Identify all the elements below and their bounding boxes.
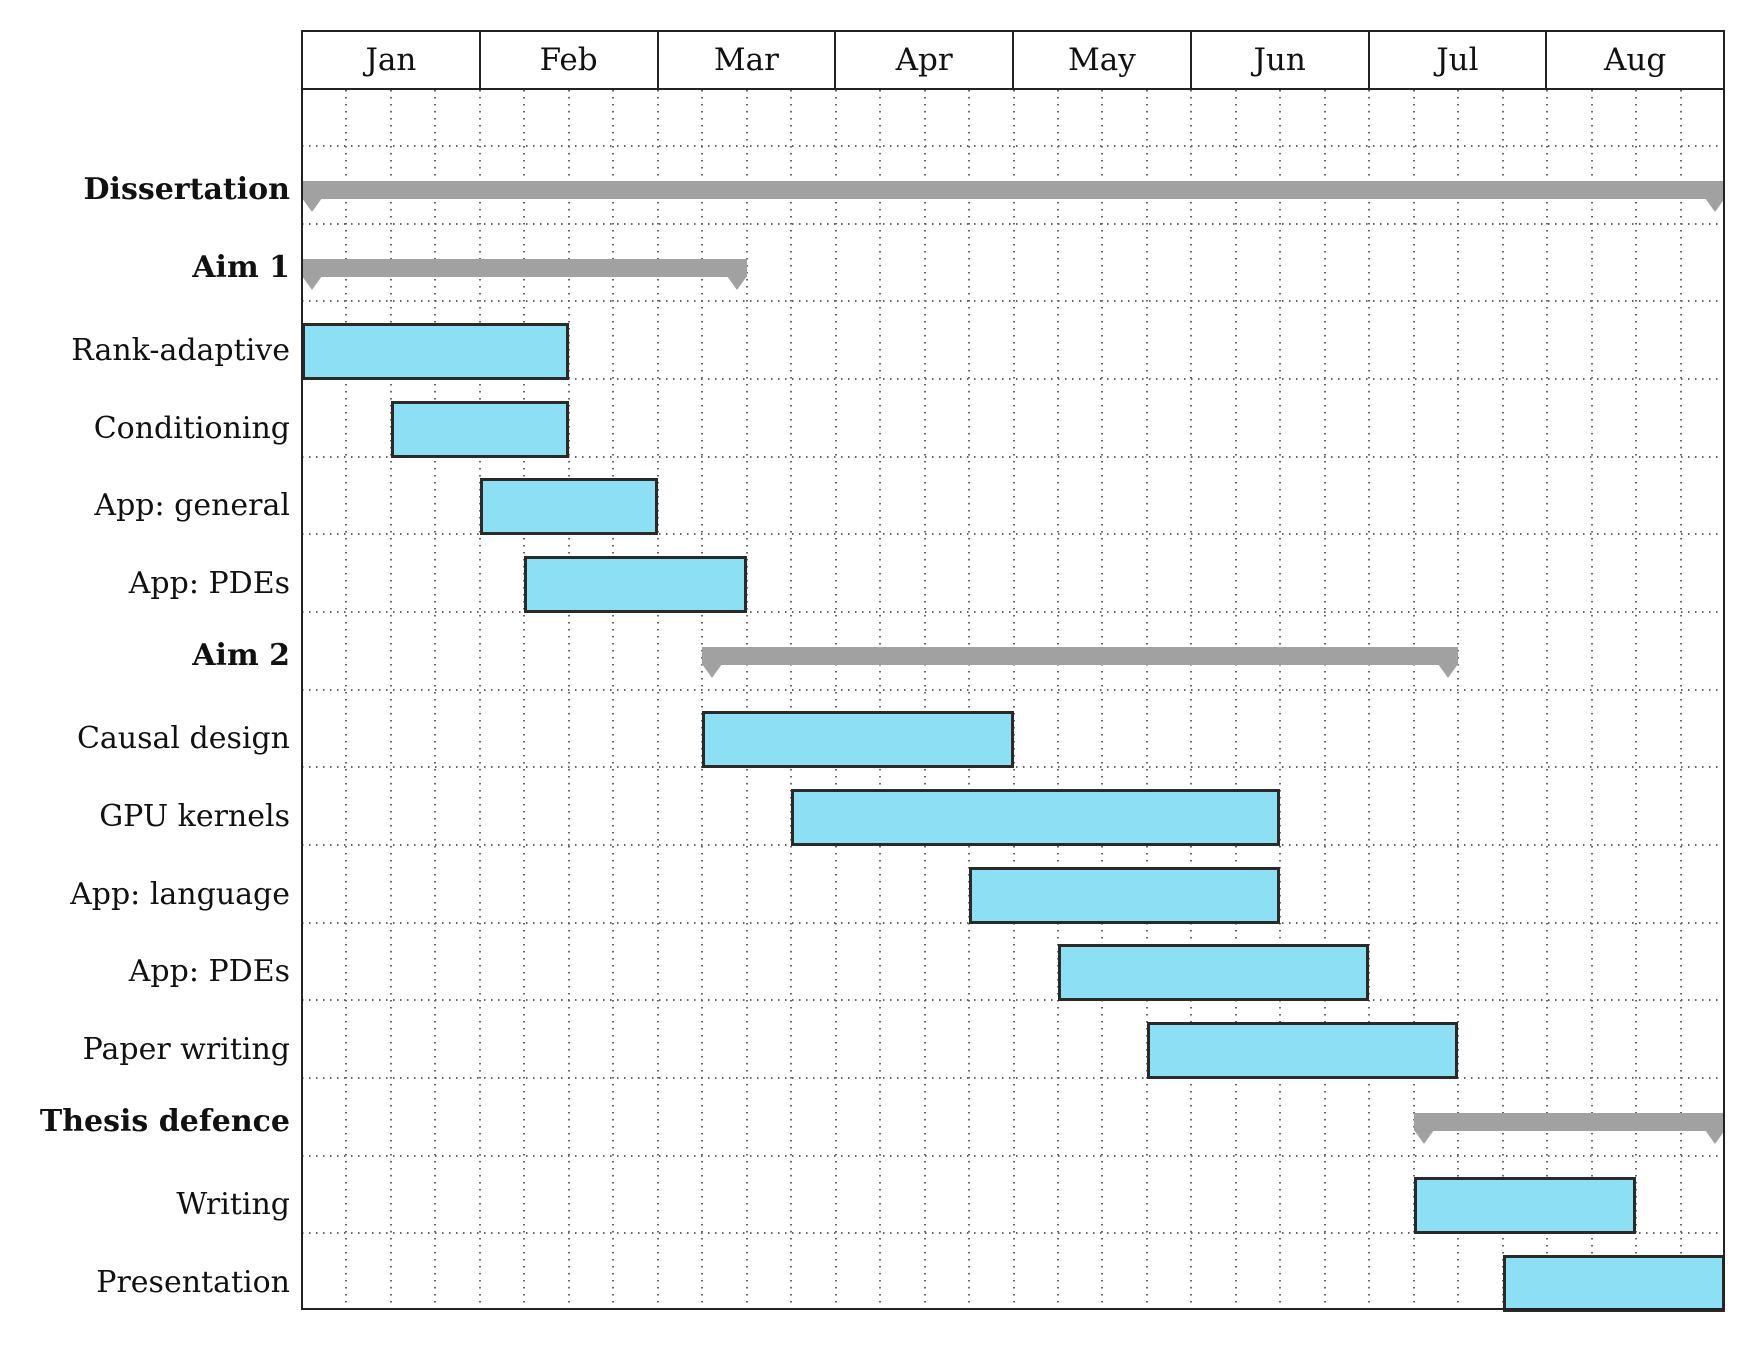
group-bar-start-tab [302, 275, 322, 290]
gantt-bar-paper-writing [1146, 1022, 1459, 1079]
gantt-bar-rank-adaptive [302, 323, 569, 380]
week-gridline [1234, 90, 1237, 1310]
gantt-bar-writing [1413, 1177, 1637, 1235]
row-gridline [302, 533, 1725, 536]
gantt-bar-causal-design [702, 711, 1014, 769]
week-gridline [345, 90, 348, 1310]
gantt-group-bar-aim-2 [702, 647, 1459, 665]
group-bar-end-tab [726, 275, 747, 290]
gantt-bar-presentation [1502, 1255, 1725, 1312]
week-gridline [1279, 90, 1282, 1310]
row-label-gpu-kernels: GPU kernels [99, 799, 290, 834]
gantt-group-bar-thesis-defence [1413, 1113, 1725, 1131]
month-header-jan: Jan [303, 32, 481, 88]
row-gridline [302, 688, 1725, 691]
week-gridline [1412, 90, 1415, 1310]
week-gridline [879, 90, 882, 1310]
week-gridline [1590, 90, 1593, 1310]
row-gridline [302, 222, 1725, 225]
month-gridline [1190, 90, 1193, 1310]
group-bar-end-tab [1438, 664, 1459, 678]
week-gridline [1101, 90, 1104, 1310]
month-gridline [834, 90, 837, 1310]
row-label-conditioning: Conditioning [93, 410, 290, 446]
week-gridline [1679, 90, 1682, 1310]
week-gridline [745, 90, 748, 1310]
row-label-app-language: App: language [70, 876, 290, 912]
month-header-may: May [1014, 32, 1192, 88]
row-gridline [302, 455, 1725, 458]
row-label-presentation: Presentation [96, 1265, 290, 1300]
month-header-mar: Mar [659, 32, 837, 88]
row-gridline [302, 300, 1725, 303]
week-gridline [434, 90, 437, 1310]
month-gridline [1012, 90, 1015, 1310]
month-gridline [656, 90, 659, 1310]
month-gridline [1368, 90, 1371, 1310]
row-label-paper-writing: Paper writing [82, 1032, 290, 1067]
row-gridline [302, 1154, 1725, 1157]
row-label-causal-design: Causal design [76, 721, 290, 757]
group-bar-start-tab [302, 198, 322, 212]
month-header-feb: Feb [481, 32, 659, 88]
month-header-apr: Apr [836, 32, 1014, 88]
row-gridline [302, 1232, 1725, 1235]
gantt-bar-app-language [969, 866, 1281, 924]
row-label-app-pdes: App: PDEs [128, 566, 290, 601]
row-label-aim-2: Aim 2 [192, 638, 290, 673]
week-gridline [1457, 90, 1460, 1310]
month-header-jul: Jul [1370, 32, 1548, 88]
gantt-bar-app-general [479, 478, 658, 536]
month-header-aug: Aug [1604, 42, 1667, 78]
week-gridline [923, 90, 926, 1310]
week-gridline [1323, 90, 1326, 1310]
gantt-bar-conditioning [390, 400, 569, 458]
row-label-app-general: App: general [94, 488, 290, 524]
row-label-aim-1: Aim 1 [192, 249, 290, 285]
week-gridline [612, 90, 615, 1310]
group-bar-start-tab [1413, 1130, 1434, 1144]
row-label-thesis-defence: Thesis defence [39, 1104, 290, 1139]
row-gridline [302, 1077, 1725, 1079]
row-label-rank-adaptive: Rank-adaptive [71, 333, 290, 368]
month-gridline [478, 90, 481, 1310]
week-gridline [968, 90, 971, 1310]
week-gridline [1501, 90, 1504, 1310]
row-gridline [302, 999, 1725, 1002]
month-header-row: Jan Feb Mar Apr May Jun Jul Aug [301, 30, 1725, 90]
gantt-plot-area [302, 90, 1725, 1312]
row-gridline [302, 611, 1725, 613]
row-gridline [302, 145, 1725, 147]
row-gridline [302, 766, 1725, 769]
row-label-app-pdes: App: PDEs [128, 954, 290, 990]
row-label-writing: Writing [176, 1187, 290, 1223]
gantt-bar-gpu-kernels [791, 789, 1281, 846]
gantt-bar-app-pdes [524, 556, 747, 613]
gantt-group-bar-dissertation [302, 181, 1725, 199]
group-bar-end-tab [1705, 198, 1725, 212]
group-bar-end-tab [1705, 1130, 1725, 1144]
week-gridline [389, 90, 392, 1310]
month-header-jun: Jun [1192, 32, 1370, 88]
week-gridline [1056, 90, 1059, 1310]
week-gridline [1635, 90, 1638, 1310]
row-label-dissertation: Dissertation [83, 172, 290, 207]
gantt-group-bar-aim-1 [302, 258, 747, 277]
month-gridline [1546, 90, 1549, 1310]
group-bar-start-tab [702, 664, 723, 678]
gantt-bar-app-pdes [1057, 944, 1370, 1002]
week-gridline [701, 90, 704, 1310]
row-gridline [302, 378, 1725, 380]
week-gridline [523, 90, 526, 1310]
week-gridline [567, 90, 570, 1310]
week-gridline [790, 90, 793, 1310]
week-gridline [1145, 90, 1148, 1310]
